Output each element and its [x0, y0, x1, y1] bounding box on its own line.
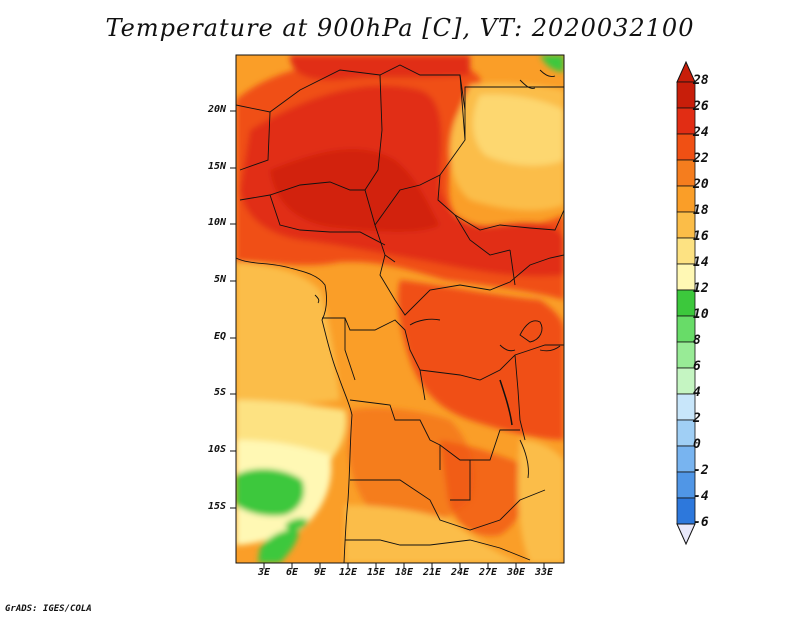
colorbar-tick-label: 20 [693, 177, 709, 192]
lat-label-eq: EQ [213, 331, 226, 342]
colorbar-tick-label: 28 [693, 73, 709, 88]
colorbar-tick-label: 0 [693, 437, 701, 452]
lon-label-6e: 6E [285, 567, 299, 578]
colorbar-tick-label: -4 [693, 489, 709, 504]
colorbar-tick-label: 22 [693, 151, 709, 166]
plot-frame [235, 54, 565, 564]
colorbar-tick-label: 2 [693, 411, 701, 426]
lon-label-24e: 24E [450, 567, 470, 578]
temperature-field [236, 55, 564, 563]
axis-ticks [230, 110, 545, 569]
lat-label-10n: 10N [207, 217, 226, 228]
colorbar-tick-label: 24 [693, 125, 709, 140]
colorbar-tick-label: 12 [693, 281, 709, 296]
lon-label-27e: 27E [478, 567, 498, 578]
colorbar-tick-label: 4 [693, 385, 701, 400]
colorbar-tick-label: 6 [693, 359, 701, 374]
lon-label-12e: 12E [338, 567, 358, 578]
lon-label-15e: 15E [366, 567, 386, 578]
lon-label-30e: 30E [506, 567, 526, 578]
credit-text: GrADS: IGES/COLA [5, 604, 92, 614]
lon-label-3e: 3E [257, 567, 271, 578]
colorbar-bottom-triangle [676, 523, 696, 546]
colorbar-tick-label: 16 [693, 229, 709, 244]
lon-label-18e: 18E [394, 567, 414, 578]
lon-label-21e: 21E [422, 567, 442, 578]
lat-label-10s: 10S [207, 444, 226, 455]
colorbar-tick-label: 14 [693, 255, 709, 270]
map-title: Temperature at 900hPa [C], VT: 202003210… [105, 14, 695, 42]
colorbar-tick-label: 8 [693, 333, 701, 348]
lat-label-15s: 15S [207, 501, 226, 512]
lat-label-5s: 5S [213, 387, 226, 398]
colorbar-tick-label: 18 [693, 203, 709, 218]
colorbar-tick-label: 10 [693, 307, 709, 322]
colorbar [676, 60, 696, 546]
lat-label-15n: 15N [207, 161, 226, 172]
lon-label-33e: 33E [534, 567, 554, 578]
colorbar-tick-label: -2 [693, 463, 709, 478]
lat-label-5n: 5N [213, 274, 226, 285]
colorbar-tick-label: -6 [693, 515, 709, 530]
lon-label-9e: 9E [313, 567, 327, 578]
lat-label-20n: 20N [207, 104, 226, 115]
colorbar-tick-label: 26 [693, 99, 709, 114]
